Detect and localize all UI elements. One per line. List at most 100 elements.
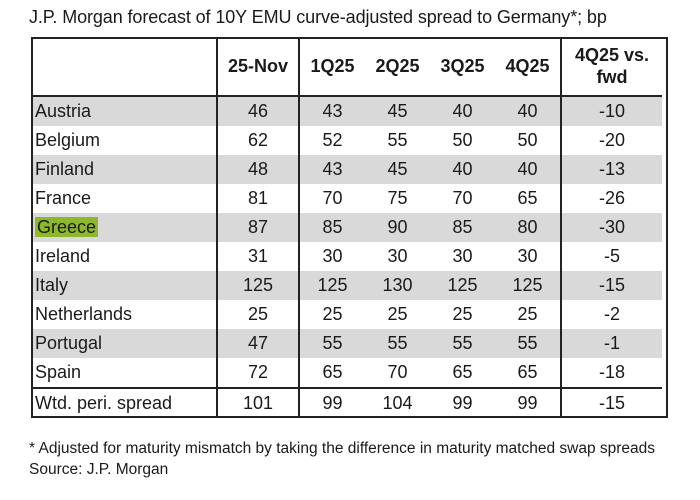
total-cell: 104 (365, 387, 430, 418)
value-cell: 80 (495, 213, 562, 242)
country-name: Portugal (35, 333, 103, 353)
value-cell: 70 (322, 188, 343, 208)
value-cell: 62 (217, 126, 300, 155)
value-cell: 25 (452, 304, 473, 324)
value-cell: 125 (495, 271, 562, 300)
footnote-block: * Adjusted for maturity mismatch by taki… (29, 438, 655, 480)
value-cell: 81 (217, 184, 300, 213)
country-cell: Ireland (31, 242, 218, 271)
value-cell: 40 (495, 155, 562, 184)
header-country (31, 37, 218, 97)
country-cell: Greece (31, 213, 218, 242)
value-cell: 90 (365, 213, 430, 242)
value-cell: 55 (495, 329, 562, 358)
table-title: J.P. Morgan forecast of 10Y EMU curve-ad… (29, 7, 607, 27)
total-row: Wtd. peri. spread 101 99 104 99 99 -15 (31, 387, 662, 418)
value-cell: -18 (598, 362, 625, 382)
country-name: Ireland (35, 246, 91, 266)
table-row: France 81 70 75 70 65 -26 (31, 184, 662, 213)
value-cell: 55 (430, 329, 495, 358)
country-cell: Portugal (31, 329, 218, 358)
value-cell: 85 (430, 213, 495, 242)
header-25-nov: 25-Nov (217, 37, 300, 97)
total-cell: 99 (495, 387, 562, 418)
country-cell: Austria (31, 96, 218, 126)
country-cell: Netherlands (31, 300, 218, 329)
value-cell: 65 (495, 184, 562, 213)
header-1q25: 1Q25 (299, 37, 365, 97)
value-cell: 47 (217, 329, 300, 358)
value-cell: 48 (217, 155, 300, 184)
value-cell: -5 (603, 246, 620, 266)
value-cell: -15 (561, 271, 662, 300)
table-row: Finland 48 43 45 40 40 -13 (31, 155, 662, 184)
value-cell: -2 (603, 304, 620, 324)
value-cell: 70 (387, 362, 408, 382)
total-cell: -15 (561, 387, 662, 418)
country-name: Austria (35, 101, 92, 121)
country-cell: France (31, 184, 218, 213)
country-name: Finland (35, 159, 95, 179)
value-cell: 87 (217, 213, 300, 242)
country-name: France (35, 188, 92, 208)
table-body: Austria 46 43 45 40 40 -10 Belgium 62 52 55 50 50 -20… (31, 96, 662, 388)
table-row: Greece 87 85 90 85 80 -30 (31, 213, 662, 242)
value-cell: 25 (387, 304, 408, 324)
country-name: Italy (35, 275, 69, 295)
table-row: Italy 125 125 130 125 125 -15 (31, 271, 662, 300)
value-cell: 40 (430, 96, 495, 126)
value-cell: 65 (322, 362, 343, 382)
spread-forecast-table: 25-Nov 1Q25 2Q25 3Q25 4Q25 4Q25 vs. fwd … (31, 37, 662, 418)
table-row: Netherlands 25 25 25 25 25 -2 (31, 300, 662, 329)
country-cell: Italy (31, 271, 218, 300)
total-cell: 101 (217, 387, 300, 418)
table-row: Spain 72 65 70 65 65 -18 (31, 358, 662, 388)
country-name: Netherlands (35, 304, 133, 324)
value-cell: -20 (598, 130, 625, 150)
value-cell: 31 (217, 242, 300, 271)
total-cell: 99 (430, 387, 495, 418)
value-cell: 30 (452, 246, 473, 266)
value-cell: 52 (322, 130, 343, 150)
value-cell: -26 (598, 188, 625, 208)
value-cell: 50 (495, 126, 562, 155)
value-cell: 75 (387, 188, 408, 208)
value-cell: 45 (365, 96, 430, 126)
header-row: 25-Nov 1Q25 2Q25 3Q25 4Q25 4Q25 vs. fwd (31, 37, 662, 97)
country-cell: Spain (31, 358, 218, 388)
value-cell: 85 (299, 213, 365, 242)
value-cell: 25 (217, 300, 300, 329)
table-row: Portugal 47 55 55 55 55 -1 (31, 329, 662, 358)
value-cell: 55 (387, 130, 408, 150)
footnote: * Adjusted for maturity mismatch by taki… (29, 440, 656, 457)
value-cell: 43 (299, 155, 365, 184)
value-cell: 50 (452, 130, 473, 150)
value-cell: 40 (495, 96, 562, 126)
value-cell: -13 (561, 155, 662, 184)
value-cell: -10 (561, 96, 662, 126)
value-cell: 65 (452, 362, 473, 382)
value-cell: 55 (365, 329, 430, 358)
country-cell: Finland (31, 155, 218, 184)
value-cell: -1 (561, 329, 662, 358)
total-label: Wtd. peri. spread (31, 387, 218, 418)
value-cell: 30 (495, 242, 562, 271)
table-row: Belgium 62 52 55 50 50 -20 (31, 126, 662, 155)
header-4q25-vs-fwd: 4Q25 vs. fwd (561, 37, 662, 97)
header-4q25: 4Q25 (495, 37, 562, 97)
value-cell: 72 (217, 358, 300, 388)
value-cell: 30 (322, 246, 343, 266)
country-cell: Belgium (31, 126, 218, 155)
value-cell: 70 (452, 188, 473, 208)
value-cell: 130 (365, 271, 430, 300)
value-cell: 125 (217, 271, 300, 300)
header-4q25-vs-line1: 4Q25 vs. (574, 45, 650, 65)
value-cell: 55 (299, 329, 365, 358)
country-name: Spain (35, 362, 82, 382)
country-name: Belgium (35, 130, 101, 150)
value-cell: 65 (495, 358, 562, 388)
value-cell: 25 (322, 304, 343, 324)
value-cell: 43 (299, 96, 365, 126)
table-row: Austria 46 43 45 40 40 -10 (31, 96, 662, 126)
value-cell: 30 (387, 246, 408, 266)
